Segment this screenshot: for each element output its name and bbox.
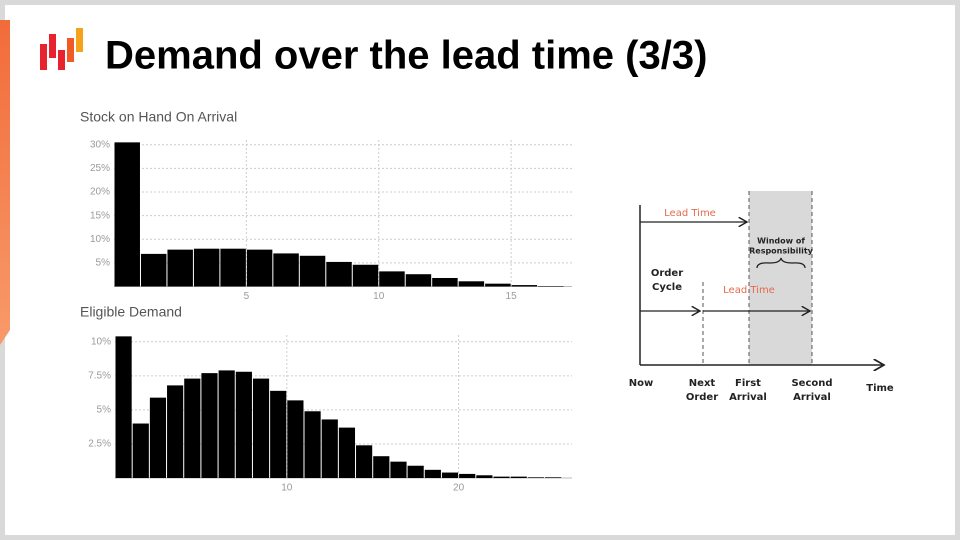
label: Time xyxy=(866,383,894,394)
x-tick-label: 5 xyxy=(244,291,250,302)
bar xyxy=(270,390,287,478)
label: Order xyxy=(686,392,718,403)
bar xyxy=(390,461,407,478)
bar xyxy=(352,264,379,287)
y-tick-label: 7.5% xyxy=(88,370,111,381)
bar xyxy=(114,142,140,287)
label: Lead Time xyxy=(723,285,775,296)
x-tick-label: 10 xyxy=(281,483,293,494)
x-tick-label: 10 xyxy=(373,291,385,302)
bar xyxy=(304,411,321,478)
label: Window of xyxy=(757,237,805,246)
bar xyxy=(149,397,167,478)
bar xyxy=(287,400,304,478)
y-tick-label: 10% xyxy=(91,336,111,347)
bar xyxy=(273,253,299,287)
y-tick-label: 15% xyxy=(90,210,110,221)
bar xyxy=(424,469,441,478)
bar xyxy=(321,419,338,478)
bar xyxy=(356,445,373,478)
y-tick-label: 10% xyxy=(90,234,110,245)
logo xyxy=(40,28,83,70)
bar xyxy=(510,476,527,478)
label: Second xyxy=(791,378,832,389)
bar xyxy=(326,261,352,287)
bar xyxy=(184,378,201,478)
bar xyxy=(235,371,252,478)
bar xyxy=(458,281,485,287)
bar xyxy=(201,373,218,478)
y-tick-label: 5% xyxy=(96,258,111,269)
bar xyxy=(299,255,326,287)
label: Cycle xyxy=(652,282,682,293)
bar xyxy=(527,477,545,478)
bar xyxy=(405,274,432,287)
chart-title: Eligible Demand xyxy=(80,304,182,320)
bar xyxy=(441,472,459,478)
bar xyxy=(432,277,458,287)
bar xyxy=(476,475,493,478)
bar xyxy=(220,248,246,287)
bar xyxy=(459,473,476,478)
bar xyxy=(246,249,273,287)
bar xyxy=(132,423,149,478)
bar xyxy=(167,249,193,287)
y-tick-label: 20% xyxy=(90,187,110,198)
slide-title: Demand over the lead time (3/3) xyxy=(105,34,707,78)
bar xyxy=(252,378,270,478)
bar xyxy=(511,285,538,287)
x-tick-label: 20 xyxy=(453,483,465,494)
label: Lead Time xyxy=(664,208,716,219)
bar xyxy=(193,248,220,287)
label: Arrival xyxy=(729,392,767,403)
label: Now xyxy=(629,378,653,389)
bar xyxy=(407,465,424,478)
bar xyxy=(485,283,511,287)
label: Arrival xyxy=(793,392,831,403)
y-tick-label: 30% xyxy=(90,139,110,150)
window-area xyxy=(749,191,812,365)
bar xyxy=(218,370,235,478)
y-tick-label: 5% xyxy=(97,405,112,416)
bar xyxy=(167,385,184,478)
label: First xyxy=(735,378,761,389)
label: Responsibility xyxy=(749,247,814,256)
bar xyxy=(338,427,356,478)
y-tick-label: 2.5% xyxy=(88,439,111,450)
bar xyxy=(379,271,405,287)
chart-title: Stock on Hand On Arrival xyxy=(80,109,237,125)
label: Next xyxy=(689,378,716,389)
accent-strip xyxy=(0,20,10,345)
label: Order xyxy=(651,268,683,279)
bar xyxy=(545,477,562,478)
bar xyxy=(115,336,132,478)
diagram: Lead Time Window of Responsibility Order… xyxy=(629,191,894,403)
x-tick-label: 15 xyxy=(506,291,518,302)
brace xyxy=(756,257,806,269)
bar xyxy=(493,476,510,478)
bar xyxy=(373,456,390,478)
bar xyxy=(140,253,167,287)
y-tick-label: 25% xyxy=(90,163,110,174)
